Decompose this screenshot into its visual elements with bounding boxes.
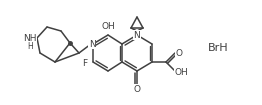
Text: N: N [134,30,140,39]
Text: O: O [176,49,183,58]
Text: F: F [83,58,88,68]
Text: N: N [89,39,95,49]
Text: O: O [134,85,140,93]
Text: OH: OH [101,22,115,30]
Text: H: H [27,41,33,51]
Text: BrH: BrH [208,43,228,53]
Text: OH: OH [174,68,188,77]
Text: NH: NH [23,33,37,43]
